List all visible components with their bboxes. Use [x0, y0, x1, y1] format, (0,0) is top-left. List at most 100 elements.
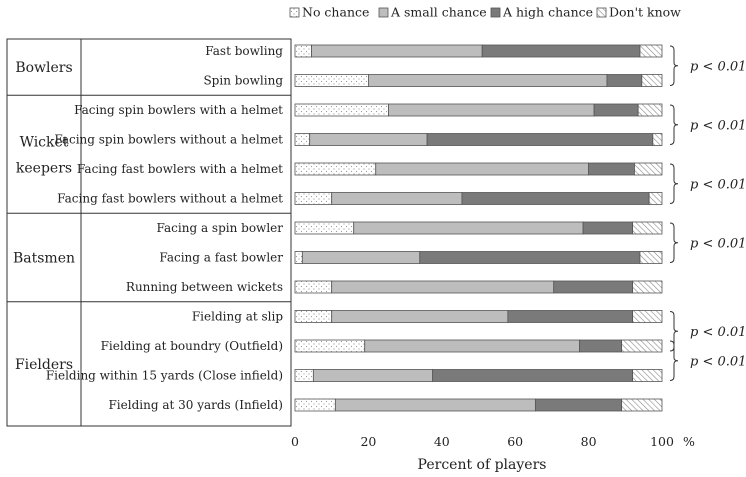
bar-segment: [621, 398, 663, 412]
category-label: Facing fast bowlers without a helmet: [57, 192, 283, 206]
bar-segment: [579, 339, 623, 353]
bar-segment: [294, 74, 369, 87]
p-value-label: p < 0.01: [690, 59, 746, 74]
p-value-label: p < 0.01: [690, 177, 746, 192]
category-label: Fielding at 30 yards (Infield): [108, 398, 283, 412]
significance-annotations: p < 0.01 p < 0.01 p < 0.01 p < 0.01 p < 0.01…: [669, 45, 746, 381]
bar-segment: [637, 103, 663, 117]
bar-segment: [419, 251, 641, 264]
category-label: Facing spin bowlers with a helmet: [74, 103, 283, 117]
bar-segment: [534, 398, 623, 412]
significance-bracket: [669, 45, 679, 86]
bar-segment: [639, 251, 663, 264]
bar-segment: [632, 310, 663, 323]
x-axis: 0 20 40 60 80 100 % Percent of players: [291, 434, 695, 473]
bar-segment: [294, 280, 333, 294]
bar-segment: [312, 369, 434, 382]
category-label: Facing spin bowlers without a helmet: [54, 133, 283, 147]
significance-bracket: [669, 163, 679, 204]
bar-segment: [364, 339, 580, 353]
legend-label: Don't know: [609, 5, 681, 20]
bar-segment: [331, 192, 463, 205]
significance-bracket: [669, 340, 679, 381]
legend-swatch: [378, 7, 389, 18]
bar-segment: [632, 280, 663, 294]
category-label: Facing fast bowlers with a helmet: [77, 162, 283, 176]
category-label: Facing a fast bowler: [159, 251, 283, 265]
bar-segment: [388, 103, 595, 117]
category-label: Fielding within 15 yards (Close infield): [46, 369, 283, 383]
bar-segment: [353, 221, 584, 235]
bar-segment: [606, 74, 643, 87]
group-label: Fielders: [15, 357, 73, 373]
bar-segment: [375, 162, 589, 176]
legend-swatch: [289, 7, 300, 18]
bar-segment: [426, 133, 654, 146]
x-tick-label: 20: [360, 434, 376, 449]
category-table: Bowlers Wicket keepers Batsmen Fielders Fast …: [6, 38, 292, 427]
bar-segment: [294, 162, 377, 176]
x-tick-label: 40: [434, 434, 450, 449]
bar-segment: [432, 369, 634, 382]
group-label: Wicket: [20, 134, 69, 150]
category-label: Fielding at slip: [192, 310, 283, 324]
bar-segment: [507, 310, 634, 323]
bar-segment: [632, 369, 663, 382]
group-label: keepers: [16, 160, 72, 176]
legend-label: A high chance: [502, 5, 593, 20]
bar-segment: [621, 339, 663, 353]
bar-segment: [334, 398, 536, 412]
p-value-label: p < 0.01: [690, 236, 746, 251]
bars: [294, 44, 663, 412]
bar-segment: [294, 251, 303, 264]
significance-bracket: [669, 104, 679, 145]
bar-segment: [593, 103, 639, 117]
x-tick-label: 100: [650, 434, 674, 449]
x-tick-label: 60: [507, 434, 523, 449]
bar-segment: [582, 221, 634, 235]
p-value-label: p < 0.01: [690, 354, 746, 369]
bar-segment: [294, 44, 312, 58]
bar-segment: [309, 133, 428, 146]
bar-segment: [648, 192, 663, 205]
bar-segment: [641, 74, 663, 87]
bar-segment: [639, 44, 663, 58]
legend: No chance A small chance A high chance Don'…: [289, 5, 681, 20]
bar-segment: [294, 103, 389, 117]
significance-bracket: [669, 222, 679, 263]
bar-segment: [294, 192, 333, 205]
x-tick-label: 0: [291, 434, 299, 449]
bar-segment: [553, 280, 634, 294]
x-tick-label: 80: [581, 434, 597, 449]
bar-segment: [294, 310, 333, 323]
x-axis-label: Percent of players: [418, 457, 547, 473]
group-label: Bowlers: [15, 60, 72, 76]
bar-segment: [294, 398, 336, 412]
p-value-label: p < 0.01: [690, 118, 746, 133]
group-label: Batsmen: [13, 251, 75, 267]
table-frame: [6, 38, 292, 427]
bar-segment: [367, 74, 608, 87]
p-value-label: p < 0.01: [690, 325, 746, 340]
category-label: Fielding at boundry (Outfield): [101, 339, 283, 353]
bar-segment: [294, 221, 355, 235]
bar-segment: [294, 339, 366, 353]
bar-segment: [311, 44, 483, 58]
bar-segment: [632, 221, 663, 235]
bar-segment: [331, 280, 555, 294]
bar-segment: [301, 251, 421, 264]
bar-segment: [294, 369, 314, 382]
bar-segment: [331, 310, 509, 323]
category-label: Running between wickets: [126, 280, 283, 294]
bar-segment: [461, 192, 650, 205]
category-label: Fast bowling: [205, 44, 283, 58]
bar-segment: [294, 133, 311, 146]
bar-segment: [634, 162, 663, 176]
bar-segment: [481, 44, 641, 58]
category-label: Facing a spin bowler: [157, 221, 284, 235]
category-label: Spin bowling: [203, 74, 283, 88]
legend-swatch: [490, 7, 501, 18]
legend-label: No chance: [302, 5, 369, 20]
x-unit-label: %: [683, 434, 695, 449]
